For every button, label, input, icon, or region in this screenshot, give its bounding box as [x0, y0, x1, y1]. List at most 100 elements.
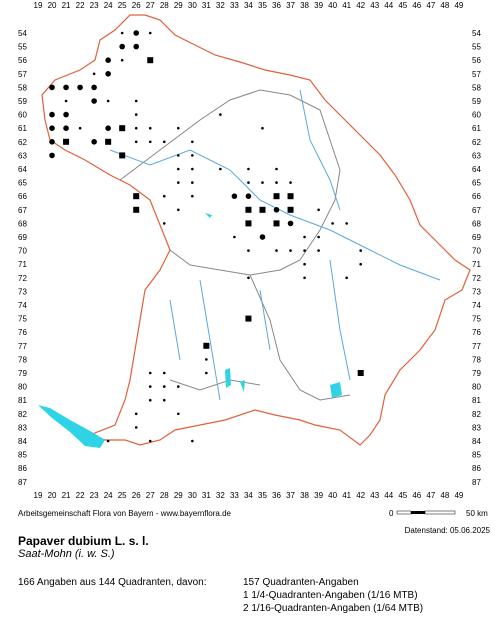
column-label: 33 — [230, 491, 239, 500]
row-label: 72 — [18, 274, 27, 283]
circle-marker — [119, 43, 125, 50]
row-label: 67 — [472, 206, 481, 215]
row-label: 60 — [472, 111, 481, 120]
dot-marker — [261, 181, 264, 184]
row-label: 77 — [472, 342, 481, 351]
dot-marker — [177, 412, 180, 416]
dot-marker — [317, 235, 320, 239]
square-marker — [119, 125, 126, 132]
row-label: 83 — [18, 423, 27, 432]
circle-marker — [245, 193, 252, 199]
column-label: 25 — [118, 1, 127, 10]
column-label: 39 — [314, 1, 323, 10]
scale-bar — [396, 510, 412, 515]
dot-marker — [191, 140, 194, 144]
dot-marker — [359, 249, 362, 252]
row-label: 56 — [472, 56, 481, 65]
row-label: 63 — [472, 151, 481, 160]
column-label: 23 — [90, 1, 99, 10]
map-shape — [38, 14, 471, 448]
circle-marker — [49, 139, 55, 145]
circle-marker — [49, 84, 55, 91]
row-label: 81 — [18, 396, 27, 405]
column-label: 46 — [412, 1, 421, 10]
column-label: 20 — [48, 491, 57, 500]
row-label: 57 — [18, 70, 27, 79]
square-marker — [119, 152, 126, 159]
column-label: 41 — [342, 491, 351, 500]
column-label: 31 — [202, 491, 211, 500]
dot-marker — [289, 181, 292, 184]
dot-marker — [162, 371, 166, 375]
row-label: 69 — [472, 233, 481, 242]
dot-marker — [78, 126, 82, 130]
row-label: 74 — [18, 301, 27, 310]
row-label: 69 — [18, 233, 27, 242]
column-label: 35 — [258, 491, 267, 500]
circle-marker — [105, 57, 111, 63]
row-label: 85 — [472, 451, 481, 460]
dot-marker — [148, 371, 152, 375]
dot-marker — [191, 167, 194, 171]
row-label: 64 — [472, 165, 481, 174]
row-label: 56 — [18, 56, 27, 65]
dot-marker — [219, 113, 222, 116]
row-label: 70 — [472, 247, 481, 256]
circle-marker — [63, 84, 69, 91]
row-label: 62 — [18, 138, 27, 147]
column-label: 30 — [188, 1, 197, 10]
dot-marker — [191, 439, 194, 443]
dot-marker — [162, 140, 166, 144]
column-label: 31 — [202, 1, 211, 10]
row-label: 78 — [18, 355, 27, 364]
circle-marker — [105, 125, 111, 131]
row-label: 75 — [472, 315, 481, 324]
column-label: 34 — [244, 1, 253, 10]
column-label: 41 — [342, 1, 351, 10]
circle-marker — [133, 30, 140, 36]
state-border — [41, 14, 471, 446]
square-marker — [203, 342, 210, 349]
row-label: 61 — [472, 124, 481, 133]
dot-marker — [134, 140, 138, 144]
column-label: 40 — [328, 491, 337, 500]
credit: Arbeitsgemeinschaft Flora von Bayern - w… — [18, 509, 232, 518]
scale-start: 0 — [389, 509, 394, 518]
dot-marker — [317, 208, 320, 212]
dot-marker — [148, 385, 152, 388]
row-label: 65 — [18, 179, 27, 188]
column-label: 28 — [160, 1, 169, 10]
summary: 166 Angaben aus 144 Quadranten, davon: — [18, 577, 207, 588]
column-label: 19 — [34, 491, 43, 500]
row-label: 71 — [472, 260, 481, 269]
dot-marker — [177, 181, 180, 184]
dot-marker — [162, 194, 166, 198]
square-marker — [273, 220, 280, 227]
square-marker — [245, 315, 252, 322]
row-label: 66 — [18, 192, 27, 201]
column-label: 21 — [62, 491, 71, 500]
dot-marker — [134, 99, 138, 103]
title: Papaver dubium L. s. l. — [18, 534, 149, 548]
column-label: 35 — [258, 1, 267, 10]
square-marker — [273, 193, 280, 200]
column-label: 20 — [48, 1, 57, 10]
column-label: 49 — [454, 1, 463, 10]
row-label: 79 — [18, 369, 27, 378]
row-label: 58 — [18, 83, 27, 92]
subtitle: Saat-Mohn (i. w. S.) — [18, 548, 115, 560]
circle-marker — [231, 193, 238, 199]
column-label: 36 — [272, 1, 281, 10]
dot-marker — [148, 140, 152, 144]
dot-marker — [64, 99, 68, 103]
square-marker — [287, 206, 294, 213]
column-label: 44 — [384, 1, 393, 10]
circle-marker — [91, 84, 97, 91]
column-label: 40 — [328, 1, 337, 10]
dot-marker — [303, 276, 306, 280]
row-label: 60 — [18, 111, 27, 120]
row-label: 72 — [472, 274, 481, 283]
column-label: 22 — [76, 1, 85, 10]
column-label: 42 — [356, 1, 365, 10]
